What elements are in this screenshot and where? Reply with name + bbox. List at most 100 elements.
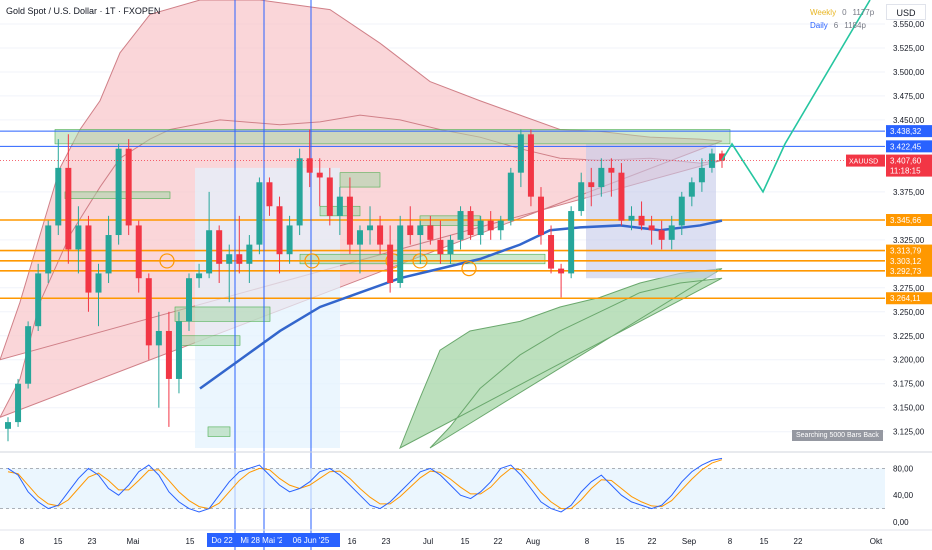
time-marker-text: Mi 28 Mai '25 [240, 536, 288, 545]
time-tick-label: Sep [682, 537, 697, 546]
pivot-circle [159, 253, 175, 269]
candle-body [165, 330, 172, 379]
level-price-text: 3.292,73 [890, 267, 922, 276]
candle-body [85, 225, 92, 293]
ichimoku-cloud-green [399, 268, 723, 450]
time-tick-label: 15 [760, 537, 769, 546]
time-tick-label: 23 [88, 537, 97, 546]
candle-body [115, 148, 122, 236]
level-price-text: 3.313,79 [890, 247, 922, 256]
symbol-title[interactable]: Gold Spot / U.S. Dollar · 1T · FXOPEN [6, 6, 161, 16]
candle-body [35, 273, 42, 327]
legend-box: Weekly 0 1177p Daily 6 1184p [810, 6, 874, 32]
candle-body [688, 182, 695, 197]
candle-body [457, 211, 464, 240]
candle-body [648, 225, 655, 231]
candle-body [336, 196, 343, 216]
candle-body [206, 230, 213, 274]
candle-body [668, 225, 675, 240]
price-tick-label: 3.525,00 [893, 44, 925, 53]
status-banner: Searching 5000 Bars Back [792, 430, 883, 441]
legend-row-weekly: Weekly 0 1177p [810, 6, 874, 19]
projection-path [721, 0, 871, 194]
candle-body [417, 225, 424, 236]
candle-body [5, 422, 11, 429]
symbol-tag [846, 154, 885, 167]
price-tick-label: 3.175,00 [893, 380, 925, 389]
candle-body [266, 182, 273, 207]
price-tick-label: 3.475,00 [893, 92, 925, 101]
level-price-text: 3.264,11 [890, 294, 921, 303]
candle-body [296, 158, 303, 226]
candle-body [608, 167, 615, 173]
time-tick-label: 8 [585, 537, 590, 546]
stochastic-pane: 80,00 40,00 0,00 [0, 451, 932, 527]
time-tick-label: Mai [127, 537, 140, 546]
level-price-tag [886, 125, 932, 138]
time-marker-tag [207, 533, 237, 547]
candle-body [256, 182, 263, 245]
time-tick-label: Okt [870, 537, 883, 546]
candle-body [226, 254, 233, 264]
level-price-tag [886, 140, 932, 153]
level-price-tag [886, 254, 932, 267]
candle-body [517, 134, 524, 173]
candle-body [558, 268, 565, 274]
candle-body [286, 225, 293, 255]
stoch-tick-label: 0,00 [893, 518, 909, 527]
candle-body [487, 220, 494, 231]
zone-box [339, 172, 381, 188]
time-tick-label: 16 [348, 537, 357, 546]
price-tick-label: 3.125,00 [893, 428, 925, 437]
stoch-k-line [7, 457, 723, 513]
level-price-tag [886, 214, 932, 227]
level-price-text: 3.303,12 [890, 257, 922, 266]
time-tick-label: Aug [526, 537, 540, 546]
price-tick-label: 3.450,00 [893, 116, 925, 125]
candle-body [236, 254, 243, 264]
candle-body [377, 225, 384, 245]
currency-button[interactable]: USD [886, 4, 926, 20]
price-pane [0, 0, 885, 550]
legend-value: 0 [842, 8, 847, 17]
candle-body [477, 220, 484, 236]
level-price-tag [886, 292, 932, 305]
level-price-text: 3.345,66 [890, 216, 922, 225]
time-marker-tag [282, 533, 340, 547]
candle-body [196, 273, 203, 279]
candle-body [437, 239, 444, 255]
candle-body [588, 182, 595, 188]
candle-body [356, 230, 363, 245]
candle-body [658, 230, 665, 240]
candle-body [346, 196, 353, 245]
current-price-tag [886, 154, 932, 177]
time-marker-text: Do 22 [211, 536, 233, 545]
candle-body [175, 321, 182, 379]
time-tick-label: 15 [616, 537, 625, 546]
candle-body [55, 167, 62, 226]
time-tick-label: 15 [461, 537, 470, 546]
price-tick-label: 3.375,00 [893, 188, 925, 197]
time-tick-label: 22 [494, 537, 503, 546]
stoch-d-line [7, 459, 723, 510]
candle-body [145, 278, 152, 346]
candle-body [397, 225, 404, 283]
price-tick-label: 3.250,00 [893, 308, 925, 317]
candle-body [447, 239, 454, 255]
zone-box [179, 335, 241, 346]
candle-body [316, 172, 323, 178]
candle-body [95, 273, 102, 293]
candle-body [15, 383, 22, 423]
zone-box [207, 426, 231, 437]
legend-value: 6 [833, 21, 839, 30]
candle-body [719, 153, 725, 161]
candle-body [427, 225, 434, 240]
pivot-circle [304, 253, 320, 269]
candle-body [507, 172, 514, 221]
moving-average-line [199, 219, 723, 390]
time-tick-label: Jul [423, 537, 433, 546]
zone-box [174, 306, 271, 322]
candle-body [65, 167, 72, 250]
